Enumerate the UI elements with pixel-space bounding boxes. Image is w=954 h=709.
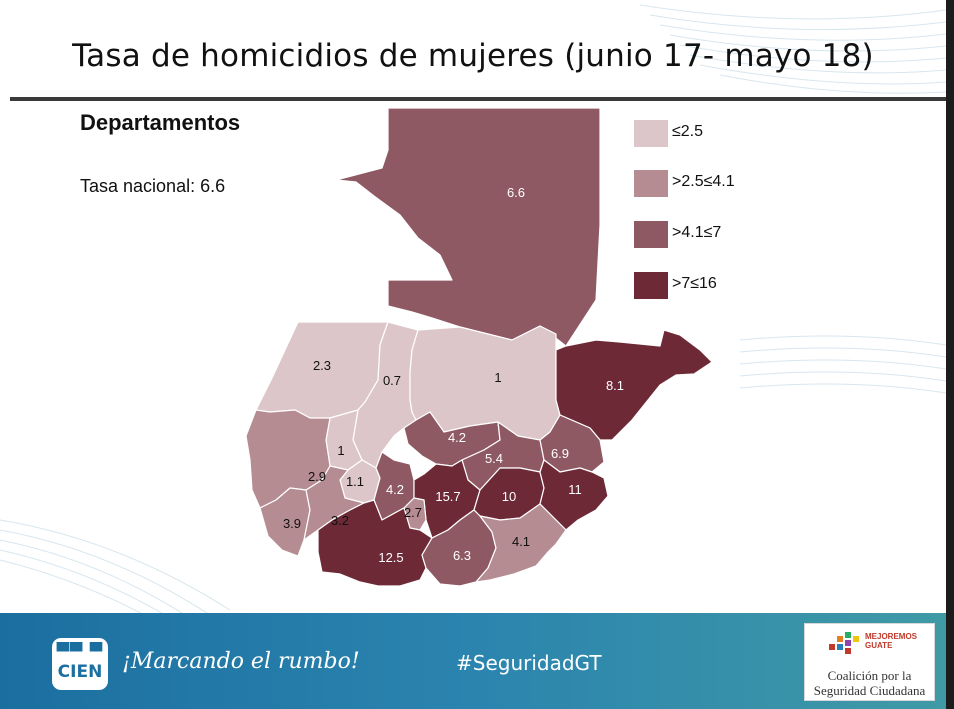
legend-item: >2.5≤4.1 xyxy=(634,170,934,198)
department-value-label: 1.1 xyxy=(346,474,364,489)
cien-logo-text: CIEN xyxy=(57,662,103,682)
department-value-label: 15.7 xyxy=(435,489,460,504)
department-value-label: 4.2 xyxy=(386,482,404,497)
slide-title: Tasa de homicidios de mujeres (junio 17-… xyxy=(72,38,874,74)
coalition-name-line2: Seguridad Ciudadana xyxy=(813,683,926,698)
slogan-text: ¡Marcando el rumbo! xyxy=(122,649,360,674)
department-value-label: 3.9 xyxy=(283,516,301,531)
department-value-label: 4.1 xyxy=(512,534,530,549)
department-value-label: 6.6 xyxy=(507,185,525,200)
legend-item: >7≤16 xyxy=(634,272,934,300)
cien-logo-mark: ▀▀ ▀ xyxy=(56,642,104,661)
department-value-label: 2.3 xyxy=(313,358,331,373)
department-value-label: 2.7 xyxy=(404,505,422,520)
department-jutiapa[interactable] xyxy=(475,503,567,583)
department-value-label: 10 xyxy=(502,489,516,504)
legend-label: ≤2.5 xyxy=(672,123,704,140)
department-value-label: 8.1 xyxy=(606,378,624,393)
map-subtitle: Departamentos xyxy=(80,110,241,135)
title-divider xyxy=(10,97,946,101)
department-value-label: 1 xyxy=(337,443,344,458)
footer-bar: ▀▀ ▀ CIEN ¡Marcando el rumbo! #Seguridad… xyxy=(0,613,946,709)
legend-swatch xyxy=(634,170,668,197)
legend-item: ≤2.5 xyxy=(634,120,934,148)
department-value-label: 3.2 xyxy=(331,513,349,528)
coalition-logo: MEJOREMOS GUATE Coalición por la Segurid… xyxy=(804,623,935,701)
department-value-label: 11 xyxy=(568,482,582,497)
hashtag-text: #SeguridadGT xyxy=(456,651,602,675)
coalition-logo-text: MEJOREMOS GUATE xyxy=(865,632,918,650)
department-value-label: 2.9 xyxy=(308,469,326,484)
coalition-emblem-icon xyxy=(829,632,859,654)
legend-item: >4.1≤7 xyxy=(634,221,934,249)
legend-label: >4.1≤7 xyxy=(672,224,722,241)
cien-logo: ▀▀ ▀ CIEN xyxy=(52,638,108,690)
legend-label: >2.5≤4.1 xyxy=(672,173,735,190)
national-rate: Tasa nacional: 6.6 xyxy=(80,176,226,196)
legend-swatch xyxy=(634,221,668,248)
department-value-label: 5.4 xyxy=(485,451,503,466)
legend-swatch xyxy=(634,272,668,299)
department-value-label: 12.5 xyxy=(378,550,403,565)
department-value-label: 1 xyxy=(494,370,501,385)
department-value-label: 6.3 xyxy=(453,548,471,563)
department-value-label: 4.2 xyxy=(448,430,466,445)
window-edge xyxy=(946,0,954,709)
department-peten[interactable] xyxy=(335,107,601,347)
legend-swatch xyxy=(634,120,668,147)
legend-label: >7≤16 xyxy=(672,275,717,292)
guatemala-department-map: 6.6 2.3 0.7 1 8.1 4.2 5.4 6.9 1 2.9 1.1 … xyxy=(245,107,713,587)
department-value-label: 6.9 xyxy=(551,446,569,461)
department-value-label: 0.7 xyxy=(383,373,401,388)
coalition-name-line1: Coalición por la xyxy=(827,668,912,683)
